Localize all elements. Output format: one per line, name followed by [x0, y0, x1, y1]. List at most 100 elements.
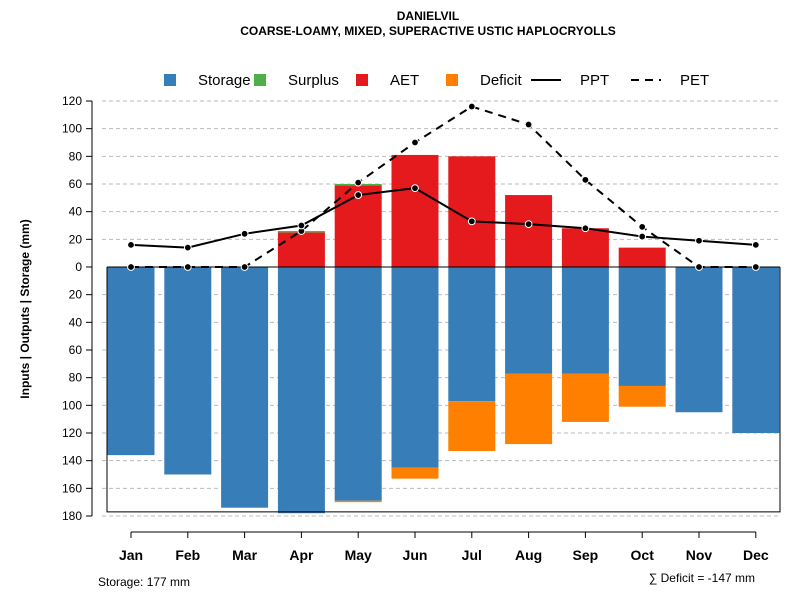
aet-bar: [618, 247, 666, 267]
pet-point: [695, 263, 703, 271]
storage-bar: [334, 267, 382, 501]
pet-point: [183, 263, 192, 271]
deficit-bar: [505, 373, 553, 445]
grid: [102, 100, 780, 517]
y-tick-label: 20: [69, 232, 83, 246]
pet-point: [581, 175, 590, 184]
aet-bar: [334, 185, 382, 267]
y-tick-label: 40: [69, 205, 83, 219]
storage-capacity-frame: [106, 267, 781, 513]
legend-swatch: [254, 74, 266, 86]
x-axis: Jan Feb Mar Apr May Jun Jul Aug Sep Oct Nov Dec: [119, 531, 769, 563]
storage-bar: [618, 267, 666, 386]
storage-bar: [732, 267, 780, 433]
ppt-point: [297, 221, 306, 230]
x-tick-label: Mar: [232, 547, 257, 563]
storage-bar: [448, 267, 496, 402]
pet-point: [127, 263, 135, 271]
y-tick-label: 100: [62, 122, 82, 136]
y-axis: 120 100 80 60 40 20 0 20 40 60 80 100 120 140 160 180: [62, 94, 93, 523]
y-tick-label: 120: [62, 94, 82, 108]
ppt-line: [130, 187, 756, 249]
pet-point: [524, 120, 533, 129]
deficit-bar: [334, 500, 382, 503]
x-tick-label: Jun: [403, 547, 428, 563]
ppt-point: [240, 229, 249, 238]
storage-bar: [561, 267, 609, 374]
x-tick-label: Sep: [573, 547, 599, 563]
storage-bar: [391, 267, 439, 468]
pet-point: [638, 222, 647, 231]
y-tick-label: 80: [69, 371, 83, 385]
deficit-bar: [618, 385, 666, 407]
y-tick-label: 80: [69, 149, 83, 163]
y-tick-label: 160: [62, 481, 82, 495]
pet-point: [354, 178, 363, 187]
ppt-point: [695, 236, 703, 245]
x-tick-label: Apr: [289, 547, 314, 563]
pet-point: [467, 102, 476, 111]
aet-bar: [505, 195, 553, 267]
y-tick-label: 0: [75, 260, 82, 274]
y-tick-label: 120: [62, 426, 82, 440]
ppt-point: [354, 191, 363, 199]
legend-label: Surplus: [288, 72, 339, 89]
storage-bar: [505, 267, 553, 374]
x-tick-label: Jan: [119, 547, 143, 563]
storage-note: Storage: 177 mm: [98, 575, 190, 589]
chart-title: DANIELVIL: [397, 9, 459, 23]
pet-point: [411, 138, 419, 147]
legend-swatch: [356, 74, 368, 86]
x-tick-label: Jul: [462, 547, 482, 563]
bars: [107, 154, 780, 514]
legend-label: PET: [680, 72, 709, 89]
ppt-point: [638, 232, 647, 241]
deficit-note: ∑ Deficit = -147 mm: [649, 571, 755, 585]
ppt-point: [127, 240, 135, 249]
y-tick-label: 20: [69, 288, 83, 302]
storage-bar: [107, 267, 155, 456]
storage-bar: [675, 267, 723, 413]
legend: Storage Surplus AET Deficit PPT PET: [164, 72, 709, 89]
x-tick-label: Oct: [631, 547, 655, 563]
legend-swatch: [164, 74, 176, 86]
x-tick-label: Dec: [743, 547, 769, 563]
storage-bar: [221, 267, 269, 508]
ppt-point: [183, 243, 192, 252]
aet-bar: [391, 154, 439, 267]
legend-label: AET: [390, 72, 419, 89]
legend-label: Storage: [198, 72, 251, 89]
storage-bar: [277, 267, 325, 514]
y-tick-label: 40: [69, 315, 83, 329]
lines: [127, 102, 760, 271]
x-tick-label: May: [345, 547, 372, 563]
legend-label: PPT: [580, 72, 609, 89]
storage-bar: [164, 267, 212, 475]
ppt-point: [524, 220, 533, 229]
aet-bar: [277, 232, 325, 267]
y-axis-label: Inputs | Outputs | Storage (mm): [18, 219, 32, 398]
x-tick-label: Nov: [686, 547, 713, 563]
aet-bar: [561, 228, 609, 267]
ppt-point: [581, 224, 590, 233]
y-tick-label: 60: [69, 343, 83, 357]
ppt-point: [751, 240, 760, 249]
pet-line: [131, 105, 756, 268]
y-tick-label: 140: [62, 454, 82, 468]
deficit-bar: [561, 373, 609, 422]
x-tick-label: Aug: [515, 547, 542, 563]
pet-point: [240, 263, 249, 271]
deficit-bar: [391, 467, 439, 479]
y-tick-label: 60: [69, 177, 83, 191]
legend-label: Deficit: [480, 72, 523, 89]
chart-subtitle: COARSE-LOAMY, MIXED, SUPERACTIVE USTIC H…: [240, 24, 616, 38]
legend-swatch: [446, 74, 458, 86]
y-tick-label: 180: [62, 509, 82, 523]
x-tick-label: Feb: [175, 547, 200, 563]
ppt-point: [467, 217, 476, 226]
ppt-point: [411, 184, 419, 193]
pet-point: [751, 263, 760, 271]
deficit-bar: [448, 401, 496, 451]
y-tick-label: 100: [62, 398, 82, 412]
